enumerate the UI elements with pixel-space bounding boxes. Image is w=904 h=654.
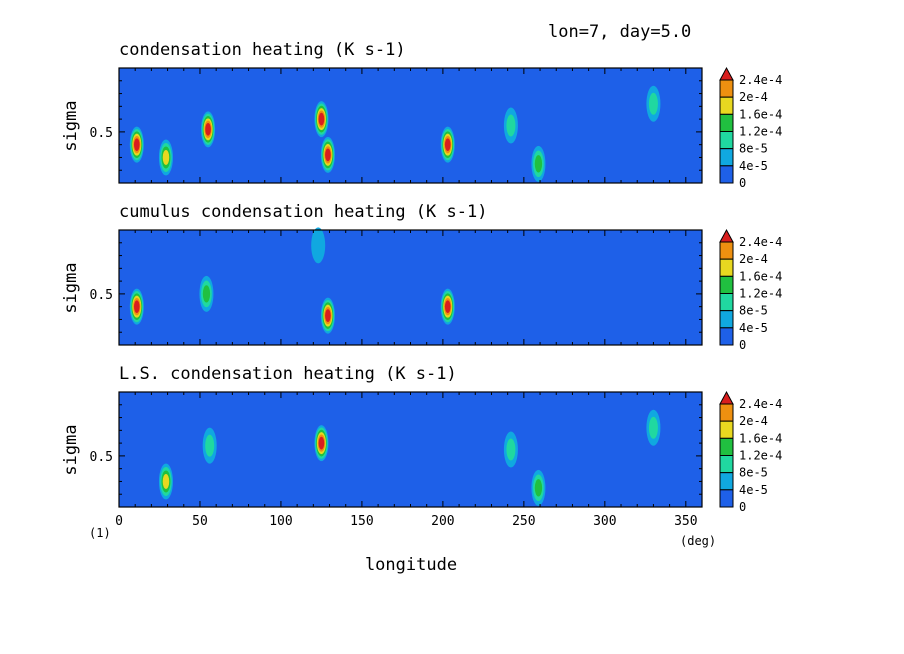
heatmap-plot: 0.5 0 50 100 150 200 250 300 350: [90, 391, 703, 529]
colorbar-label: 8e-5: [739, 466, 768, 480]
panel-title: condensation heating (K s-1): [119, 40, 406, 60]
colorbar-label: 0: [739, 338, 746, 352]
y-axis-label: sigma: [61, 100, 81, 151]
contour-region: [534, 155, 543, 173]
colorbar-swatch: [719, 293, 734, 312]
y-axis-label: sigma: [61, 424, 81, 475]
contour-region: [506, 114, 516, 137]
colorbar-label: 2e-4: [739, 90, 768, 104]
colorbar-extend-arrow: [719, 390, 734, 405]
colorbar-label: 1.6e-4: [739, 431, 782, 445]
x-tick-label: 50: [192, 514, 208, 529]
colorbar-label: 1.6e-4: [739, 269, 782, 283]
colorbar-swatch: [719, 241, 734, 260]
colorbar-label: 2.4e-4: [739, 73, 782, 87]
colorbar-swatch: [719, 420, 734, 439]
colorbar-swatch: [719, 113, 734, 133]
colorbar-label: 1.2e-4: [739, 449, 782, 463]
y-tick-label: 0.5: [90, 450, 113, 465]
colorbar-swatch: [719, 472, 734, 491]
plot-background: [119, 230, 702, 345]
colorbar-label: 2.4e-4: [739, 235, 782, 249]
contour-region: [162, 149, 170, 165]
colorbar-swatch: [719, 455, 734, 474]
heatmap-plot: 0.5: [90, 227, 703, 346]
colorbar-swatch: [719, 489, 734, 508]
colorbar-label: 4e-5: [739, 321, 768, 335]
x-tick-label: 150: [350, 514, 373, 529]
contour-region: [205, 122, 211, 136]
colorbar-swatch: [719, 437, 734, 457]
contour-region: [534, 479, 543, 497]
plot-background: [119, 68, 702, 183]
contour-region: [325, 309, 331, 322]
contour-region: [318, 112, 325, 126]
x-axis-label: longitude: [365, 555, 457, 575]
contour-region: [318, 436, 325, 450]
panel-condensation: condensation heating (K s-1) sigma 0.5 2…: [61, 40, 782, 190]
colorbar-swatch: [719, 165, 734, 184]
contour-region: [325, 148, 331, 162]
contour-region: [311, 227, 326, 264]
colorbar-swatch: [719, 79, 734, 98]
contour-region: [133, 138, 140, 152]
contour-region: [648, 92, 658, 115]
y-tick-label: 0.5: [90, 288, 113, 303]
contour-region: [506, 438, 516, 461]
contour-region: [444, 300, 451, 313]
y-axis-label: sigma: [61, 262, 81, 313]
colorbar-swatch: [719, 96, 734, 115]
colorbar-swatch: [719, 258, 734, 277]
colorbar-label: 0: [739, 176, 746, 190]
colorbar-label: 2.4e-4: [739, 397, 782, 411]
colorbar-swatch: [719, 148, 734, 167]
colorbar-label: 2e-4: [739, 414, 768, 428]
colorbar-extend-arrow: [719, 228, 734, 243]
colorbar-swatch: [719, 275, 734, 295]
colorbar-label: 1.6e-4: [739, 107, 782, 121]
x-tick-label: 0: [115, 514, 123, 529]
x-tick-label: 100: [269, 514, 292, 529]
panel-title: L.S. condensation heating (K s-1): [119, 364, 457, 384]
panel-cumulus: cumulus condensation heating (K s-1) sig…: [61, 202, 782, 352]
y-tick-label: 0.5: [90, 126, 113, 141]
colorbar-label: 8e-5: [739, 304, 768, 318]
contour-region: [648, 416, 658, 439]
colorbar-label: 1.2e-4: [739, 125, 782, 139]
contour-region: [133, 300, 140, 313]
colorbar-extend-arrow: [719, 66, 734, 81]
colorbar-label: 1.2e-4: [739, 287, 782, 301]
colorbar: 2.4e-4 2e-4 1.6e-4 1.2e-4 8e-5 4e-5 0: [719, 66, 782, 190]
x-tick-label: 200: [431, 514, 454, 529]
colorbar-swatch: [719, 131, 734, 150]
colorbar-swatch: [719, 327, 734, 346]
colorbar-label: 4e-5: [739, 483, 768, 497]
contour-region: [205, 434, 215, 457]
heatmap-plot: 0.5: [90, 67, 703, 184]
x-tick-label: 250: [512, 514, 535, 529]
colorbar: 2.4e-4 2e-4 1.6e-4 1.2e-4 8e-5 4e-5 0: [719, 390, 782, 514]
info-label: lon=7, day=5.0: [548, 22, 691, 42]
colorbar-label: 2e-4: [739, 252, 768, 266]
contour-region: [444, 138, 451, 152]
x-axis-unit: (deg): [680, 534, 716, 548]
contour-region: [162, 473, 170, 489]
colorbar-label: 8e-5: [739, 142, 768, 156]
panel-large-scale: L.S. condensation heating (K s-1) sigma …: [61, 364, 782, 529]
x-tick-label: 350: [674, 514, 697, 529]
colorbar-label: 4e-5: [739, 159, 768, 173]
colorbar-swatch: [719, 310, 734, 329]
x-tick-label: 300: [593, 514, 616, 529]
contour-region: [202, 285, 211, 303]
colorbar-label: 0: [739, 500, 746, 514]
colorbar: 2.4e-4 2e-4 1.6e-4 1.2e-4 8e-5 4e-5 0: [719, 228, 782, 352]
panel-title: cumulus condensation heating (K s-1): [119, 202, 487, 222]
colorbar-swatch: [719, 403, 734, 422]
figure-number: (1): [89, 526, 111, 540]
